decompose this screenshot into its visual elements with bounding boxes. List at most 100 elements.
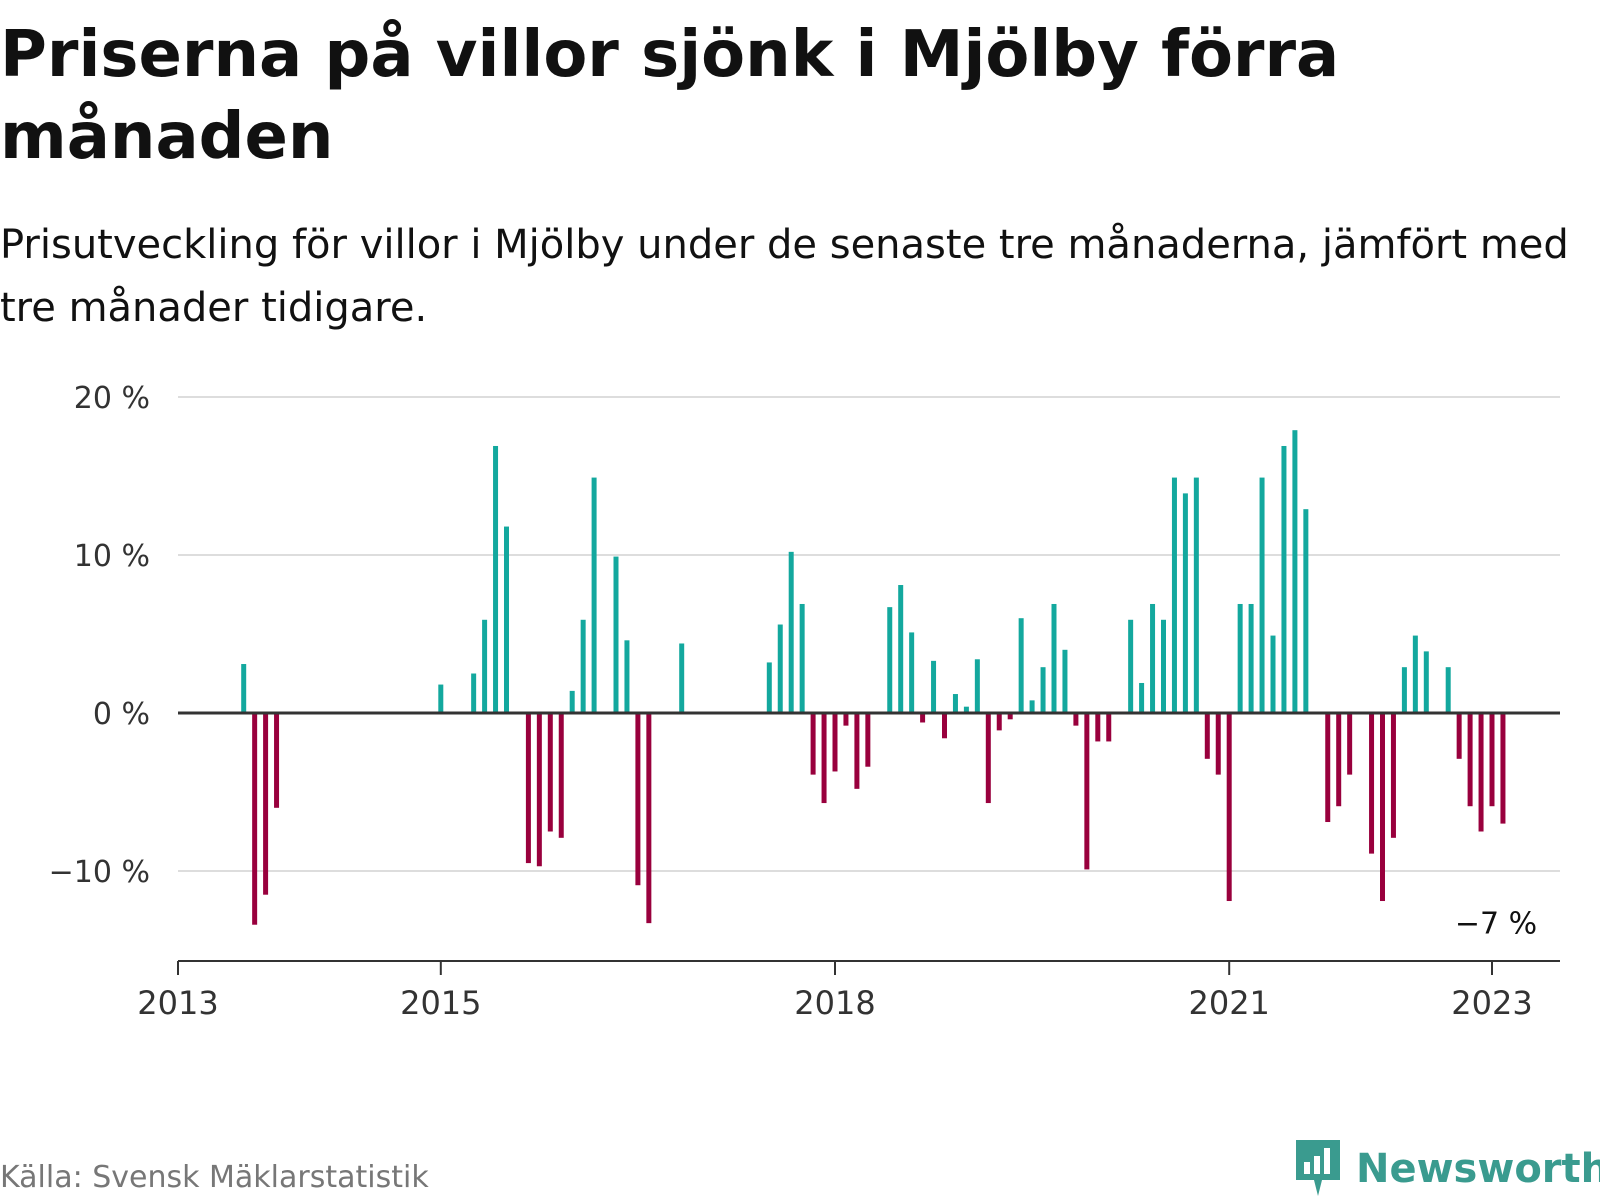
bar [1281,445,1287,713]
bar [1007,713,1013,720]
bar [854,713,860,789]
bar [777,624,783,713]
bar [591,477,597,713]
bar [1237,603,1243,713]
bar [1106,713,1112,742]
newsworthy-logo-icon [1296,1140,1340,1196]
bar [624,640,630,713]
bar [1139,682,1145,713]
chart-title: Priserna på villor sjönk i Mjölby förra … [0,18,1340,174]
bar [525,713,531,864]
bar [482,619,488,713]
bar [1182,493,1188,713]
x-tick-label: 2018 [794,984,875,1022]
bar [252,713,258,925]
y-tick-label: 10 % [74,539,150,574]
bar [963,706,969,713]
bar [931,660,937,713]
bar [887,607,893,713]
bar [898,585,904,713]
brand-name: Newsworthy [1356,1146,1600,1192]
bar [1259,477,1265,713]
gridlines [178,396,1560,872]
bar-chart: 20 % 10 % 0 % −10 % 2013 2015 2018 2021 2023 −7 % [49,381,1560,1022]
bar [1018,618,1024,713]
bar [1401,667,1407,713]
bar [1161,619,1166,713]
x-tick-label: 2015 [400,984,481,1022]
bar [1270,635,1276,713]
y-tick-label: −10 % [49,855,150,890]
bar [493,445,499,713]
bar [865,713,871,767]
bar [1128,619,1134,713]
bars [241,430,1506,925]
bar [679,643,685,713]
bar [766,662,772,713]
bar [1204,713,1210,759]
bar [1500,713,1506,824]
bar [1084,713,1090,870]
bar [810,713,816,775]
bar [952,694,958,713]
bar [1369,713,1375,854]
x-tick-label: 2023 [1451,984,1532,1022]
bar [1347,713,1353,775]
bar [1150,603,1156,713]
bar [646,713,652,924]
bar [942,713,947,739]
bar [799,603,805,713]
bar [1380,713,1385,902]
bar [635,713,641,886]
bar [1029,700,1035,713]
bar [985,713,991,804]
bar [788,551,794,713]
bar [1325,713,1331,823]
chart-subtitle: Prisutveckling för villor i Mjölby under… [0,222,1569,331]
bar [1489,713,1495,807]
last-value-label: −7 % [1455,907,1537,942]
bar [558,713,564,838]
bar [1171,477,1177,713]
bar [241,664,247,713]
bar [1248,603,1254,713]
bar [1467,713,1473,807]
x-tick-label: 2021 [1188,984,1269,1022]
bar [1193,477,1199,713]
bar [996,713,1002,731]
bar [1412,635,1418,713]
bar [1095,713,1101,742]
y-tick-label: 20 % [74,381,150,416]
bar [1303,509,1309,713]
bar [1423,651,1429,713]
bar [1445,667,1451,713]
bar [1478,713,1484,832]
source-note: Källa: Svensk Mäklarstatistik [0,1160,429,1195]
bar [1336,713,1342,807]
bar [1073,713,1079,726]
bar [974,659,980,713]
brand-logo[interactable]: Newsworthy [1292,1138,1600,1200]
x-tick-label: 2013 [137,984,218,1022]
bar [1062,649,1068,713]
bar [536,713,542,867]
bar [569,690,575,713]
axes [177,711,1560,975]
bar [1215,713,1221,775]
bar [832,713,838,772]
bar [1292,430,1298,713]
bar [263,713,269,895]
bar [274,713,280,808]
bar [580,619,586,713]
bar [1456,713,1462,759]
bar [843,713,849,726]
bar [920,713,926,723]
bar [613,556,619,713]
bar [821,713,827,804]
bar [1040,667,1046,713]
bar [504,526,509,713]
bar [471,673,477,713]
bar [1051,603,1057,713]
bar [1226,713,1232,902]
bar [547,713,553,832]
